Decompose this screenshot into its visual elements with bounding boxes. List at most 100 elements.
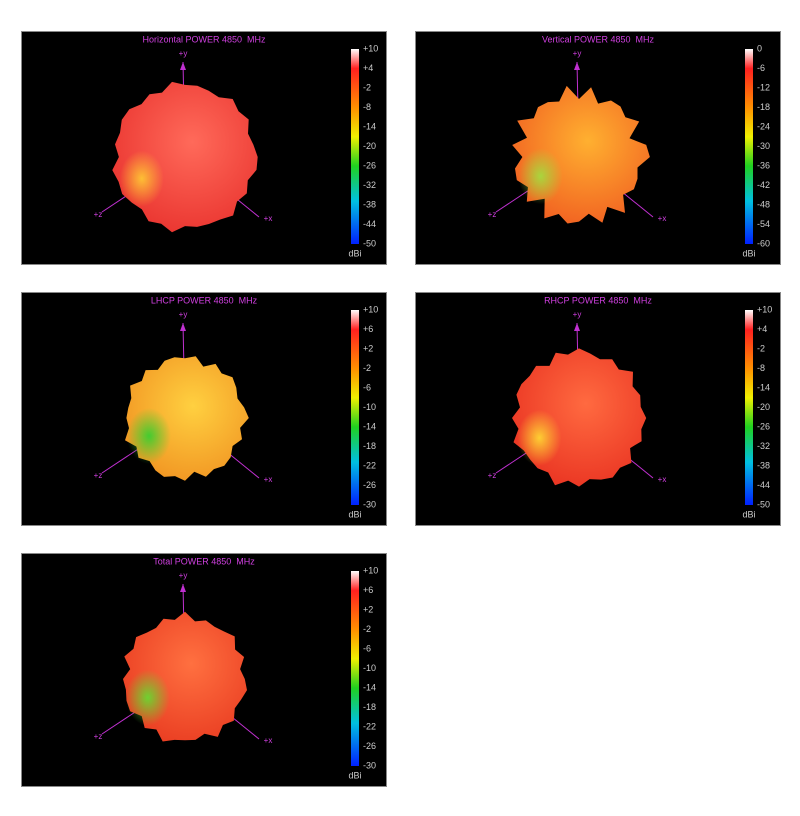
colorbar-tick-label: -14: [757, 382, 770, 392]
colorbar-tick-label: +2: [363, 343, 373, 353]
pattern-spot: [518, 148, 563, 205]
colorbar-unit: dBi: [742, 509, 755, 519]
axis-label: +y: [179, 571, 188, 580]
pattern-panel: Horizontal POWER 4850 MHz +y +z +x +10 +4 -2 -8…: [21, 31, 387, 265]
colorbar-tick-label: 0: [757, 43, 762, 53]
colorbar-tick-label: -26: [363, 480, 376, 490]
panel-title: Vertical POWER 4850 MHz: [542, 34, 655, 44]
panel-title: RHCP POWER 4850 MHz: [544, 295, 652, 305]
colorbar-unit: dBi: [348, 509, 361, 519]
axis-label: +z: [94, 210, 103, 219]
colorbar-tick-label: -30: [757, 141, 770, 151]
colorbar-tick-label: -18: [363, 441, 376, 451]
pattern-spot: [125, 669, 170, 726]
axis-label: +x: [264, 475, 273, 484]
pattern-panel: Vertical POWER 4850 MHz +y +z +x 0 -6 -12 -18 -2…: [415, 31, 781, 265]
colorbar-tick-label: -54: [757, 219, 770, 229]
colorbar-tick-label: -6: [757, 63, 765, 73]
colorbar-tick-label: -10: [363, 663, 376, 673]
colorbar: [351, 49, 359, 244]
colorbar-tick-label: -50: [363, 238, 376, 248]
colorbar-tick-label: -2: [363, 82, 371, 92]
axis-label: +z: [488, 471, 497, 480]
axis-label: +y: [573, 310, 582, 319]
panel-title: LHCP POWER 4850 MHz: [151, 295, 258, 305]
axis-label: +z: [94, 471, 103, 480]
colorbar-tick-label: -14: [363, 121, 376, 131]
axis-arrow: [180, 62, 186, 70]
colorbar-tick-label: +10: [363, 43, 378, 53]
colorbar: [351, 571, 359, 766]
panel-canvas: RHCP POWER 4850 MHz +y +z +x +10 +4 -2 -8 -14 -20…: [488, 295, 773, 519]
panel-title: Horizontal POWER 4850 MHz: [142, 34, 266, 44]
colorbar-tick-label: -2: [363, 624, 371, 634]
pattern-panel: RHCP POWER 4850 MHz +y +z +x +10 +4 -2 -8 -14 -20…: [415, 292, 781, 526]
colorbar-tick-label: -44: [757, 480, 770, 490]
axis-label: +y: [573, 49, 582, 58]
colorbar: [745, 49, 753, 244]
colorbar-tick-label: +2: [363, 604, 373, 614]
colorbar-tick-label: +10: [363, 565, 378, 575]
axis-arrow: [180, 323, 186, 331]
colorbar-tick-label: -22: [363, 460, 376, 470]
axis-label: +z: [488, 210, 497, 219]
colorbar-tick-label: -32: [363, 180, 376, 190]
colorbar-tick-label: -2: [757, 343, 765, 353]
colorbar-tick-label: -14: [363, 421, 376, 431]
colorbar: [745, 310, 753, 505]
axis-arrow: [574, 62, 580, 70]
colorbar-tick-label: -18: [363, 702, 376, 712]
colorbar-tick-label: -8: [363, 102, 371, 112]
axis-arrow: [574, 323, 580, 331]
colorbar-tick-label: -26: [363, 160, 376, 170]
colorbar-tick-label: +4: [363, 63, 373, 73]
axis-label: +y: [179, 310, 188, 319]
colorbar-tick-label: -20: [363, 141, 376, 151]
axis-label: +y: [179, 49, 188, 58]
colorbar-tick-label: -32: [757, 441, 770, 451]
colorbar-tick-label: -20: [757, 402, 770, 412]
pattern-spot: [119, 150, 164, 207]
axis-label: +z: [94, 732, 103, 741]
colorbar-tick-label: -38: [757, 460, 770, 470]
colorbar-tick-label: -38: [363, 199, 376, 209]
panel-canvas: LHCP POWER 4850 MHz +y +z +x +10 +6 +2 -2 -6 -10 -…: [94, 295, 379, 519]
colorbar-tick-label: -14: [363, 682, 376, 692]
colorbar-tick-label: -2: [363, 363, 371, 373]
colorbar-tick-label: -6: [363, 382, 371, 392]
colorbar-tick-label: -42: [757, 180, 770, 190]
pattern-spot: [517, 409, 562, 466]
pattern-spot: [127, 408, 171, 464]
pattern-panel: LHCP POWER 4850 MHz +y +z +x +10 +6 +2 -2 -6 -10 -…: [21, 292, 387, 526]
colorbar: [351, 310, 359, 505]
colorbar-tick-label: -18: [757, 102, 770, 112]
colorbar-tick-label: -48: [757, 199, 770, 209]
colorbar-unit: dBi: [348, 248, 361, 258]
axis-arrow: [180, 584, 186, 592]
colorbar-tick-label: -12: [757, 82, 770, 92]
colorbar-tick-label: -60: [757, 238, 770, 248]
colorbar-tick-label: +10: [363, 304, 378, 314]
colorbar-tick-label: +4: [757, 324, 767, 334]
colorbar-tick-label: -26: [363, 741, 376, 751]
pattern-panel: Total POWER 4850 MHz +y +z +x +10 +6 +2 -2 -6 -10…: [21, 553, 387, 787]
panel-title: Total POWER 4850 MHz: [153, 556, 255, 566]
colorbar-tick-label: -44: [363, 219, 376, 229]
colorbar-tick-label: -26: [757, 421, 770, 431]
axis-label: +x: [264, 736, 273, 745]
colorbar-tick-label: -24: [757, 121, 770, 131]
axis-label: +x: [658, 214, 667, 223]
colorbar-tick-label: -22: [363, 721, 376, 731]
colorbar-unit: dBi: [742, 248, 755, 258]
colorbar-tick-label: -10: [363, 402, 376, 412]
colorbar-tick-label: -36: [757, 160, 770, 170]
panel-canvas: Total POWER 4850 MHz +y +z +x +10 +6 +2 -2 -6 -10…: [94, 556, 379, 780]
colorbar-tick-label: -30: [363, 760, 376, 770]
panel-canvas: Vertical POWER 4850 MHz +y +z +x 0 -6 -12 -18 -2…: [488, 34, 770, 258]
colorbar-tick-label: +6: [363, 324, 373, 334]
colorbar-tick-label: +6: [363, 585, 373, 595]
colorbar-tick-label: +10: [757, 304, 772, 314]
panel-canvas: Horizontal POWER 4850 MHz +y +z +x +10 +4 -2 -8…: [94, 34, 379, 258]
colorbar-tick-label: -6: [363, 643, 371, 653]
